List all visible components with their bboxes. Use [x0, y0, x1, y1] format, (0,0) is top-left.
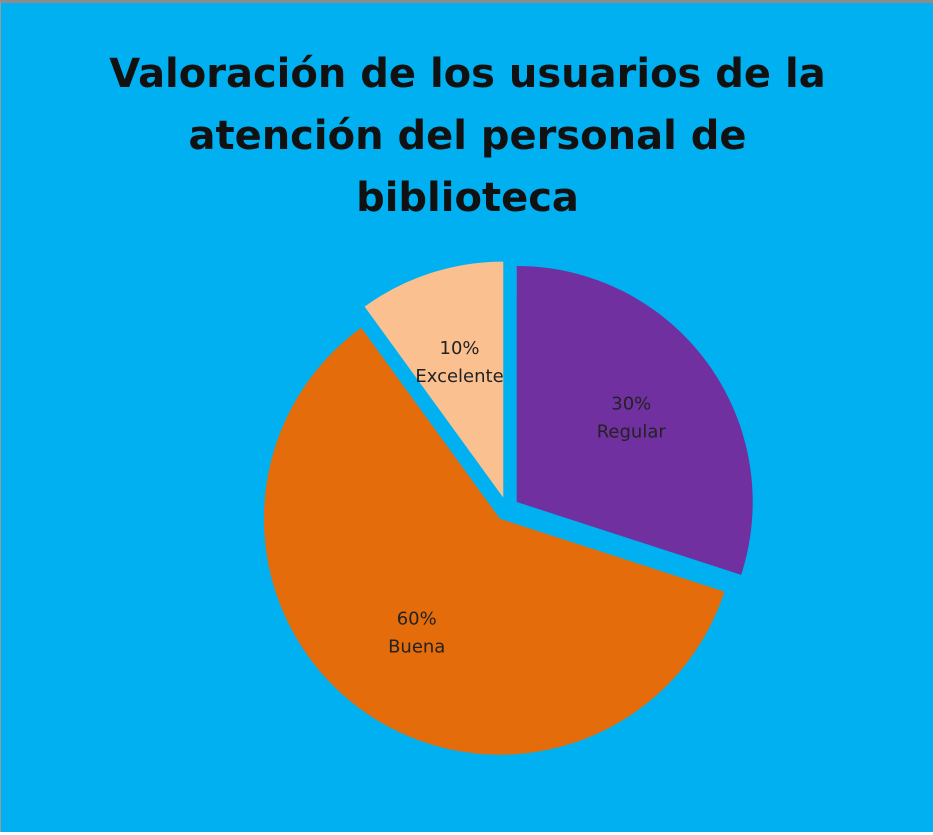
data-label-category: Buena	[388, 636, 445, 657]
pie-slice	[516, 265, 753, 575]
data-label-value: 60%	[397, 608, 437, 629]
chart-title-box: Valoración de los usuarios de la atenció…	[41, 43, 894, 229]
data-label-value: 30%	[611, 394, 651, 415]
data-label-category: Excelente	[415, 366, 503, 387]
chart-title: Valoración de los usuarios de la atenció…	[109, 51, 826, 221]
pie-area: 30% Regular 60% Buena 10% Excelente	[263, 261, 753, 755]
data-label-value: 10%	[440, 338, 480, 359]
pie-slice	[364, 261, 504, 498]
pie-slice	[263, 327, 725, 755]
data-label-category: Regular	[597, 422, 667, 443]
